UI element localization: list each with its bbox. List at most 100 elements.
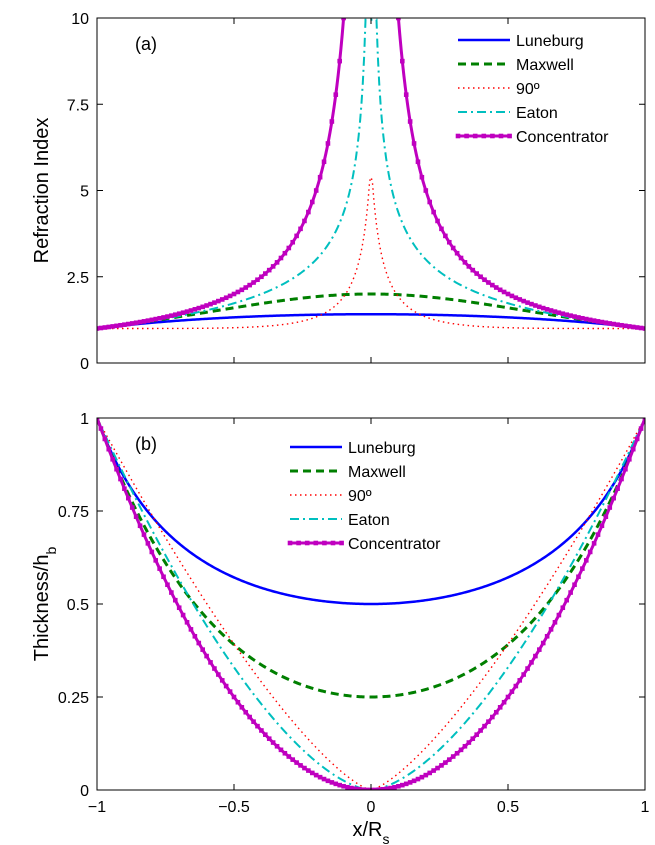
series-marker	[556, 612, 562, 618]
series-marker	[153, 558, 159, 563]
series-marker	[204, 653, 209, 659]
series-marker	[462, 260, 468, 265]
legend-entry-label: Concentrator	[516, 129, 609, 146]
x-tick-label: 0.5	[497, 799, 519, 816]
series-marker	[266, 267, 272, 273]
series-marker	[329, 780, 335, 785]
series-marker	[427, 770, 433, 776]
series-marker	[427, 199, 433, 205]
series-marker	[126, 495, 131, 501]
series-marker	[419, 774, 425, 780]
x-tick-label: −1	[88, 799, 106, 816]
series-marker	[247, 714, 252, 720]
series-marker	[149, 317, 155, 323]
series-marker	[630, 324, 636, 330]
series-marker	[521, 672, 526, 677]
panel-b-y-axis-title-main: Thickness/h	[31, 555, 53, 662]
series-marker	[227, 689, 233, 694]
series-marker	[157, 566, 162, 571]
series-marker	[446, 239, 452, 245]
series-marker	[188, 627, 194, 632]
series-marker	[509, 689, 515, 694]
series-marker	[486, 719, 491, 724]
panel-b: −1 −0.5 0 0.5 1 0 0.25 0.5 0.75 1 (b) Thickness/h…	[31, 411, 650, 845]
series-marker	[537, 647, 542, 652]
series-marker	[208, 660, 213, 665]
series-marker	[259, 274, 264, 280]
y-tick-label: 0.25	[58, 690, 89, 707]
series-marker	[544, 633, 550, 639]
series-marker	[325, 778, 331, 784]
series-marker	[501, 289, 507, 295]
series-marker	[263, 271, 268, 276]
series-marker	[591, 318, 597, 323]
series-marker	[278, 255, 284, 261]
series-marker	[560, 311, 566, 317]
series-marker	[548, 627, 554, 632]
series-marker	[223, 295, 229, 301]
series-marker	[583, 316, 589, 322]
series-line-maxwell	[97, 418, 645, 699]
series-marker	[118, 322, 123, 328]
series-marker	[141, 532, 147, 537]
series-marker	[306, 768, 311, 773]
series-marker	[634, 436, 640, 442]
series-marker	[329, 119, 335, 124]
series-marker	[615, 322, 620, 327]
series-marker	[587, 317, 593, 323]
series-marker	[102, 325, 108, 330]
series-marker	[255, 277, 260, 283]
legend-marker	[498, 133, 504, 139]
series-marker	[396, 783, 401, 789]
series-marker	[184, 620, 190, 625]
series-marker	[443, 760, 448, 765]
x-tick-label: 1	[641, 799, 650, 816]
series-marker	[634, 325, 640, 330]
series-marker	[212, 666, 217, 671]
legend-entry-label: 90º	[348, 488, 372, 505]
series-marker	[298, 226, 303, 232]
series-marker	[317, 174, 323, 180]
series-marker	[309, 770, 315, 776]
series-marker	[243, 285, 249, 290]
series-marker	[497, 287, 503, 293]
series-marker	[443, 233, 448, 239]
series-marker	[161, 574, 166, 580]
series-marker	[286, 754, 292, 759]
series-marker	[482, 277, 487, 283]
series-marker	[583, 558, 589, 563]
series-marker	[145, 318, 151, 323]
series-marker	[595, 532, 601, 537]
series-marker	[521, 298, 526, 304]
series-marker	[533, 303, 538, 308]
series-marker	[423, 188, 429, 193]
series-marker	[572, 314, 577, 319]
series-marker	[415, 159, 421, 165]
series-marker	[278, 747, 284, 753]
series-marker	[98, 426, 104, 431]
series-marker	[98, 325, 104, 331]
series-marker	[642, 418, 645, 421]
panel-b-y-axis-title: Thickness/hb	[31, 547, 59, 662]
series-marker	[388, 785, 393, 790]
series-marker	[525, 666, 530, 671]
series-marker	[294, 233, 299, 239]
series-marker	[509, 293, 515, 299]
series-marker	[102, 436, 108, 442]
y-tick-label: 0	[80, 783, 89, 800]
series-marker	[580, 315, 585, 321]
series-marker	[470, 267, 476, 273]
series-marker	[403, 92, 409, 97]
series-marker	[235, 289, 241, 295]
series-marker	[419, 174, 425, 180]
series-marker	[274, 260, 280, 265]
panel-a-label: (a)	[135, 34, 157, 54]
legend-marker	[330, 540, 336, 546]
series-marker	[572, 582, 577, 588]
series-marker	[400, 58, 405, 64]
legend-marker	[322, 540, 327, 546]
series-marker	[270, 264, 276, 269]
series-marker	[529, 301, 534, 307]
series-marker	[576, 315, 581, 320]
series-marker	[450, 245, 456, 251]
